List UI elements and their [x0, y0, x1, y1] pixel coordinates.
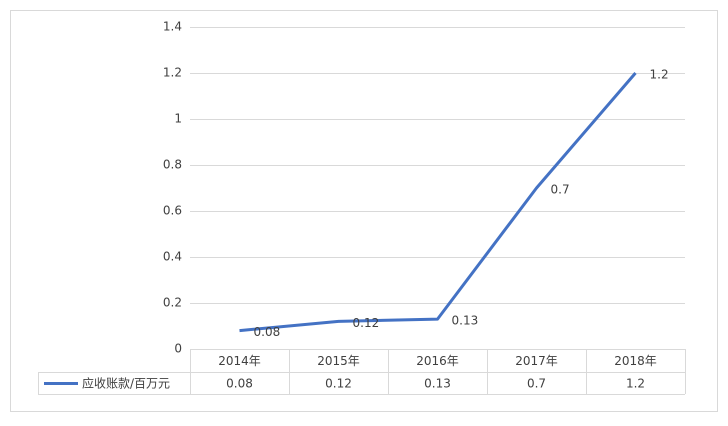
- data-label: 0.12: [353, 316, 380, 330]
- y-tick-label: 1.2: [163, 66, 182, 80]
- y-tick-label: 0.8: [163, 158, 182, 172]
- legend-label: 应收账款/百万元: [82, 376, 170, 391]
- y-tick-label: 0: [174, 342, 182, 356]
- x-tick-label: 2016年: [416, 354, 459, 368]
- x-tick-label: 2017年: [515, 354, 558, 368]
- table-value: 0.12: [325, 377, 352, 391]
- x-tick-label: 2014年: [218, 354, 261, 368]
- x-tick-label: 2015年: [317, 354, 360, 368]
- table-value: 0.08: [226, 377, 253, 391]
- y-tick-label: 0.6: [163, 204, 182, 218]
- data-label: 1.2: [650, 68, 669, 82]
- y-tick-label: 1: [174, 112, 182, 126]
- table-value: 0.13: [424, 377, 451, 391]
- data-label: 0.08: [254, 325, 281, 339]
- y-tick-label: 0.2: [163, 296, 182, 310]
- y-tick-label: 1.4: [163, 20, 182, 34]
- y-tick-label: 0.4: [163, 250, 182, 264]
- data-label: 0.13: [452, 314, 479, 328]
- table-value: 0.7: [527, 377, 546, 391]
- line: [239, 72, 637, 333]
- data-label: 0.7: [551, 183, 570, 197]
- x-tick-label: 2018年: [614, 354, 657, 368]
- table-value: 1.2: [626, 377, 645, 391]
